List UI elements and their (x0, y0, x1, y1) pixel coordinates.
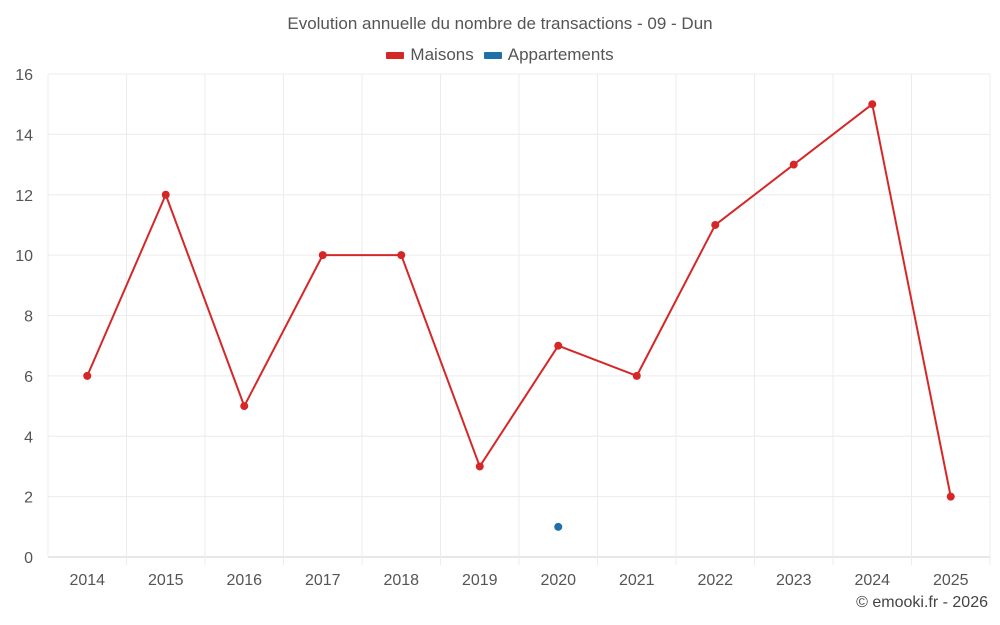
x-tick-label: 2024 (854, 572, 890, 589)
x-tick-label: 2023 (776, 572, 812, 589)
legend-swatch-maisons (386, 51, 405, 59)
y-tick-label: 4 (24, 429, 33, 446)
data-point-maisons (240, 402, 249, 411)
x-tick-label: 2016 (226, 572, 262, 589)
x-tick-label: 2017 (305, 572, 341, 589)
data-point-maisons (318, 251, 327, 260)
y-tick-label: 12 (15, 188, 33, 205)
data-point-maisons (946, 492, 955, 501)
data-point-maisons (632, 371, 641, 380)
x-tick-label: 2019 (462, 572, 498, 589)
x-tick-label: 2018 (383, 572, 419, 589)
series-line-maisons (86, 103, 952, 497)
data-point-maisons (397, 251, 406, 260)
y-tick-label: 16 (15, 67, 33, 84)
data-point-maisons (789, 160, 798, 169)
y-tick-label: 2 (24, 490, 33, 507)
y-tick-label: 10 (15, 248, 33, 265)
x-tick-label: 2022 (697, 572, 733, 589)
data-point-maisons (711, 220, 720, 229)
footer-credit: © emooki.fr - 2026 (856, 594, 988, 611)
legend-label-appartements: Appartements (507, 45, 614, 64)
x-tick-label: 2025 (933, 572, 969, 589)
data-point-maisons (161, 190, 170, 199)
data-point-maisons (868, 100, 877, 109)
chart-legend: Maisons Appartements (0, 45, 1000, 65)
y-tick-label: 14 (15, 127, 33, 144)
data-point-appartements (554, 522, 563, 531)
legend-item-maisons[interactable]: Maisons (386, 45, 474, 65)
y-tick-label: 8 (24, 309, 33, 326)
x-tick-label: 2014 (69, 572, 105, 589)
y-tick-label: 6 (24, 369, 33, 386)
data-point-maisons (554, 341, 563, 350)
x-tick-label: 2015 (148, 572, 184, 589)
data-point-maisons (83, 371, 92, 380)
y-tick-label: 0 (24, 550, 33, 567)
chart-title: Evolution annuelle du nombre de transact… (287, 14, 713, 33)
data-point-maisons (475, 462, 484, 471)
legend-label-maisons: Maisons (410, 45, 474, 64)
legend-swatch-appartements (483, 51, 502, 59)
x-tick-label: 2021 (619, 572, 655, 589)
legend-item-appartements[interactable]: Appartements (483, 45, 614, 65)
x-tick-label: 2020 (540, 572, 576, 589)
